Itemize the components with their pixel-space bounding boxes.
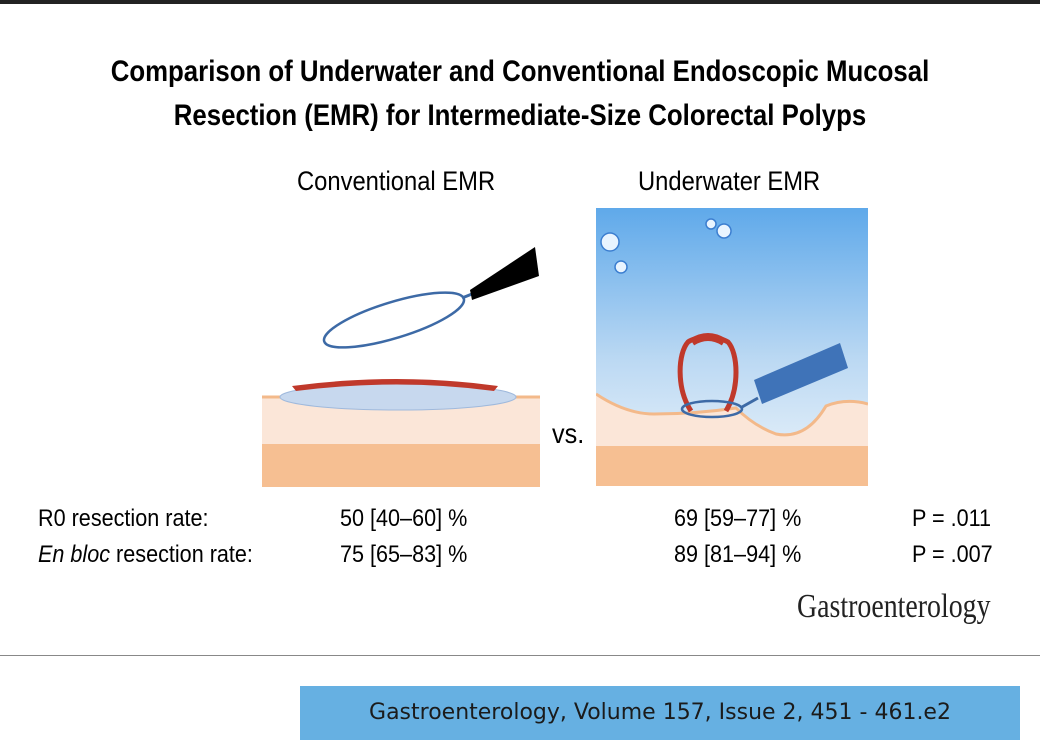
en-bloc-p-value: P = .007 [912, 541, 993, 568]
figure-title: Comparison of Underwater and Conventiona… [73, 50, 967, 138]
vs-label: vs. [552, 418, 585, 449]
water-bubble-icon [600, 232, 620, 252]
title-line-1: Comparison of Underwater and Conventiona… [110, 55, 930, 88]
top-rule [0, 0, 1040, 4]
en-bloc-underwater-value: 89 [81–94] % [674, 541, 802, 568]
journal-logo: Gastroenterology [797, 588, 991, 625]
en-bloc-italic: En bloc [38, 541, 111, 568]
open-snare-loop-icon [322, 291, 466, 349]
tissue-surface-line [596, 392, 868, 437]
underwater-emr-illustration [596, 208, 868, 486]
en-bloc-label-rest: resection rate: [110, 541, 253, 568]
en-bloc-conventional-value: 75 [65–83] % [340, 541, 468, 568]
water-bubble-icon [716, 223, 732, 239]
polyp-cap [689, 333, 727, 346]
citation-link[interactable]: Gastroenterology, Volume 157, Issue 2, 4… [300, 686, 1020, 740]
title-line-2: Resection (EMR) for Intermediate-Size Co… [173, 99, 867, 132]
en-bloc-resection-label: En bloc resection rate: [38, 541, 253, 569]
tissue-upper-layer [596, 394, 868, 448]
conventional-emr-label: Conventional EMR [297, 166, 496, 196]
snare-wire [741, 396, 759, 409]
tissue-lower-layer [596, 446, 868, 486]
r0-conventional-value: 50 [40–60] % [340, 505, 468, 532]
snare-loop-icon [680, 399, 744, 419]
flat-polyp-icon [292, 379, 498, 391]
conventional-emr-illustration [262, 247, 540, 487]
underwater-emr-label: Underwater EMR [638, 166, 821, 196]
tissue-lower-layer [262, 444, 540, 487]
snare-catheter-icon [754, 343, 848, 404]
r0-underwater-value: 69 [59–77] % [674, 505, 802, 532]
water-bubble-icon [705, 218, 717, 230]
r0-resection-label: R0 resection rate: [38, 505, 209, 532]
water-bubble-icon [614, 260, 628, 274]
bottom-rule [0, 655, 1040, 656]
r0-p-value: P = .011 [912, 505, 992, 532]
snare-catheter-icon [470, 247, 539, 300]
